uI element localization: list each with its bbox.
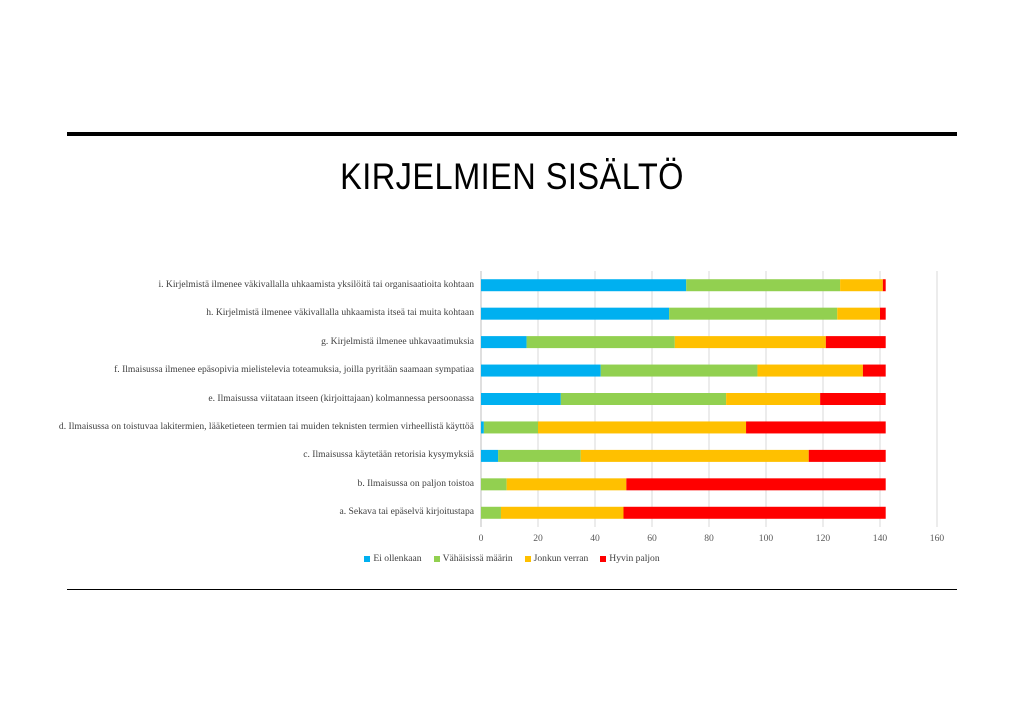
bar-segment: [825, 336, 886, 349]
category-label: f. Ilmaisussa ilmenee epäsopivia mielist…: [114, 364, 474, 376]
bar-segment: [526, 336, 675, 349]
bar-segment: [481, 478, 507, 491]
x-tick-label: 120: [816, 533, 831, 544]
bar-segment: [837, 307, 880, 320]
bar-segment: [882, 279, 886, 292]
bar-segment: [560, 393, 727, 405]
top-rule: [67, 132, 957, 136]
bar-segment: [498, 449, 581, 462]
bar-segment: [600, 364, 758, 377]
legend-item: Ei ollenkaan: [364, 553, 422, 564]
legend-label: Vähäisissä määrin: [442, 553, 513, 564]
legend-item: Jonkun verran: [524, 553, 589, 564]
bar-segment: [481, 506, 501, 519]
bar-segment: [820, 393, 886, 405]
legend-item: Vähäisissä määrin: [433, 553, 513, 564]
legend-swatch: [364, 555, 371, 562]
bar-segment: [481, 393, 561, 405]
page-title: KIRJELMIEN SISÄLTÖ: [340, 156, 684, 197]
category-label: i. Kirjelmistä ilmenee väkivallalla uhka…: [158, 278, 474, 290]
bar-segment: [481, 279, 687, 292]
legend-swatch: [524, 555, 531, 562]
x-tick-label: 140: [873, 533, 888, 544]
bar-segment: [808, 449, 886, 462]
x-tick-label: 100: [759, 533, 774, 544]
bar-segment: [481, 336, 527, 349]
category-label: e. Ilmaisussa viitataan itseen (kirjoitt…: [208, 392, 474, 404]
legend-swatch: [433, 555, 440, 562]
bar-segment: [746, 421, 886, 434]
category-label: d. Ilmaisussa on toistuvaa lakitermien, …: [58, 420, 474, 432]
bar-segment: [506, 478, 627, 491]
bar-segment: [481, 449, 499, 462]
bar-segment: [686, 279, 841, 292]
category-label: b. Ilmaisussa on paljon toistoa: [357, 477, 474, 489]
x-tick-label: 40: [590, 533, 600, 544]
bar-segment: [669, 307, 838, 320]
category-label: a. Sekava tai epäselvä kirjoitustapa: [339, 506, 474, 518]
category-label: c. Ilmaisussa käytetään retorisia kysymy…: [303, 449, 474, 461]
legend: Ei ollenkaan Vähäisissä määrin Jonkun verr…: [0, 553, 1024, 564]
x-tick-label: 80: [704, 533, 714, 544]
x-tick-label: 160: [930, 533, 945, 544]
legend-item: Hyvin paljon: [600, 553, 660, 564]
bar-segment: [481, 421, 484, 434]
legend-label: Jonkun verran: [533, 553, 589, 564]
bar-segment: [726, 393, 821, 405]
bar-segment: [481, 307, 670, 320]
legend-label: Hyvin paljon: [609, 553, 660, 564]
bar-segment: [500, 506, 624, 519]
bar-segment: [674, 336, 826, 349]
x-tick-label: 60: [647, 533, 657, 544]
bar-segment: [483, 421, 538, 434]
category-label: h. Kirjelmistä ilmenee väkivallalla uhka…: [206, 307, 474, 319]
legend-label: Ei ollenkaan: [373, 553, 422, 564]
bar-segment: [580, 449, 809, 462]
category-label: g. Kirjelmistä ilmenee uhkavaatimuksia: [321, 335, 474, 347]
bottom-rule: [67, 589, 957, 590]
bar-segment: [757, 364, 863, 377]
bar-segment: [538, 421, 747, 434]
bar-segment: [481, 364, 601, 377]
legend-swatch: [600, 555, 607, 562]
bar-segment: [840, 279, 883, 292]
x-tick-label: 0: [479, 533, 484, 544]
bar-segment: [626, 478, 886, 491]
bar-segment: [623, 506, 886, 519]
bar-segment: [862, 364, 886, 377]
bar-segment: [880, 307, 886, 320]
x-tick-label: 20: [533, 533, 543, 544]
